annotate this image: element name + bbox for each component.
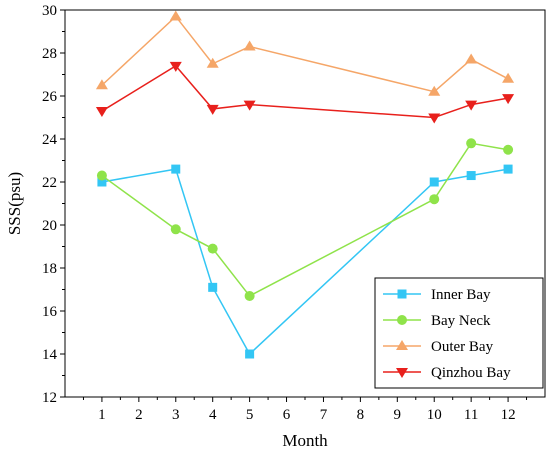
y-tick-label: 18 <box>42 261 57 277</box>
data-point-qinzhou-bay <box>243 100 256 111</box>
data-point-outer-bay <box>428 85 441 96</box>
x-axis-label: Month <box>282 431 328 450</box>
x-tick-label: 3 <box>172 407 180 423</box>
y-tick-label: 24 <box>42 132 58 148</box>
y-tick-label: 12 <box>42 390 57 406</box>
data-point-outer-bay <box>95 79 108 90</box>
data-point-outer-bay <box>502 72 515 83</box>
data-point-bay-neck <box>96 170 107 181</box>
data-point-outer-bay <box>206 57 219 68</box>
x-tick-label: 9 <box>394 407 402 423</box>
legend-marker-bay-neck <box>397 315 407 325</box>
y-tick-label: 26 <box>42 89 58 105</box>
data-point-inner-bay <box>429 177 439 187</box>
data-point-bay-neck <box>170 224 181 235</box>
data-point-qinzhou-bay <box>428 113 441 124</box>
data-point-inner-bay <box>466 171 476 181</box>
x-tick-label: 4 <box>209 407 217 423</box>
x-tick-label: 5 <box>246 407 254 423</box>
data-point-qinzhou-bay <box>206 104 219 115</box>
y-tick-label: 16 <box>42 304 58 320</box>
x-tick-label: 8 <box>357 407 365 423</box>
data-point-qinzhou-bay <box>465 100 478 111</box>
data-point-bay-neck <box>207 243 218 254</box>
y-tick-label: 30 <box>42 3 57 19</box>
x-tick-label: 12 <box>501 407 516 423</box>
data-point-inner-bay <box>171 164 181 174</box>
x-tick-label: 7 <box>320 407 328 423</box>
data-point-outer-bay <box>169 10 182 21</box>
data-point-outer-bay <box>465 53 478 64</box>
legend-label-bay-neck: Bay Neck <box>431 313 491 329</box>
series-line-bay-neck <box>101 142 509 297</box>
legend-marker-qinzhou-bay <box>396 368 408 378</box>
legend-label-outer-bay: Outer Bay <box>431 339 494 355</box>
x-tick-label: 1 <box>98 407 106 423</box>
data-point-qinzhou-bay <box>95 107 108 118</box>
y-tick-label: 22 <box>42 175 57 191</box>
series-line-outer-bay <box>101 15 509 93</box>
y-tick-label: 28 <box>42 46 57 62</box>
data-point-bay-neck <box>244 290 255 301</box>
x-tick-label: 6 <box>283 407 291 423</box>
data-point-outer-bay <box>243 40 256 51</box>
x-tick-label: 2 <box>135 407 143 423</box>
x-tick-label: 11 <box>464 407 478 423</box>
x-tick-label: 10 <box>427 407 442 423</box>
legend-label-inner-bay: Inner Bay <box>431 287 491 303</box>
y-tick-label: 14 <box>42 347 58 363</box>
data-point-inner-bay <box>208 282 218 292</box>
data-point-qinzhou-bay <box>502 94 515 105</box>
legend-label-qinzhou-bay: Qinzhou Bay <box>431 365 511 381</box>
data-point-inner-bay <box>97 177 107 187</box>
data-point-bay-neck <box>466 138 477 149</box>
data-point-inner-bay <box>503 164 513 174</box>
data-point-bay-neck <box>429 194 440 205</box>
legend-marker-outer-bay <box>396 340 408 350</box>
y-tick-label: 20 <box>42 218 57 234</box>
data-point-qinzhou-bay <box>169 61 182 72</box>
data-point-bay-neck <box>503 144 514 155</box>
series-line-qinzhou-bay <box>101 64 509 119</box>
y-axis-label: SSS(psu) <box>5 172 24 235</box>
data-point-inner-bay <box>245 349 255 359</box>
legend-marker-inner-bay <box>397 289 407 299</box>
